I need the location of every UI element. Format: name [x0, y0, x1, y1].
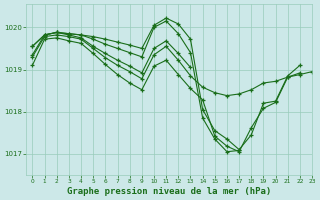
X-axis label: Graphe pression niveau de la mer (hPa): Graphe pression niveau de la mer (hPa): [67, 187, 271, 196]
